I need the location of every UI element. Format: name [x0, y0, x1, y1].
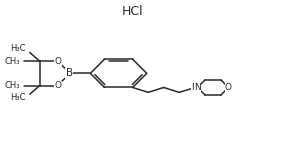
Text: CH₃: CH₃	[5, 57, 20, 66]
Text: H₃C: H₃C	[10, 93, 26, 102]
Text: B: B	[66, 68, 73, 78]
Text: H₃C: H₃C	[10, 44, 26, 53]
Text: O: O	[54, 57, 61, 66]
Text: CH₃: CH₃	[5, 81, 20, 90]
Text: O: O	[54, 81, 61, 90]
Text: N: N	[191, 83, 198, 92]
Text: HCl: HCl	[122, 5, 144, 18]
Text: N: N	[194, 83, 201, 92]
Text: O: O	[225, 83, 232, 92]
